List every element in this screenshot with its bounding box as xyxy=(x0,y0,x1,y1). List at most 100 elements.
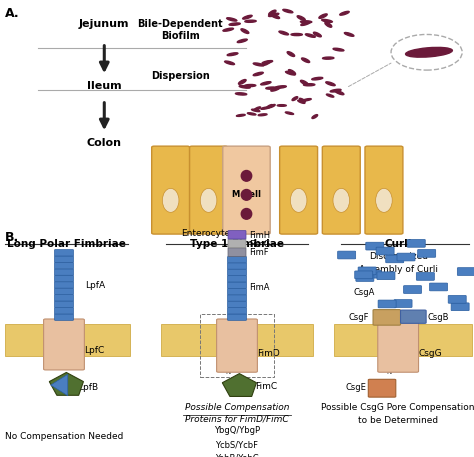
Ellipse shape xyxy=(288,69,295,74)
FancyBboxPatch shape xyxy=(376,247,394,255)
Text: YbgQ/YbgP
YcbS/YcbF
YehB/YehC: YbgQ/YbgP YcbS/YcbF YehB/YehC xyxy=(214,426,260,457)
FancyBboxPatch shape xyxy=(368,379,396,397)
Ellipse shape xyxy=(313,32,321,37)
Ellipse shape xyxy=(292,97,298,101)
Ellipse shape xyxy=(283,9,293,13)
FancyBboxPatch shape xyxy=(55,295,73,301)
Text: CsgA: CsgA xyxy=(353,288,374,297)
FancyBboxPatch shape xyxy=(407,239,425,247)
Ellipse shape xyxy=(227,53,238,56)
Ellipse shape xyxy=(225,61,235,64)
Ellipse shape xyxy=(319,14,327,18)
Ellipse shape xyxy=(303,84,315,86)
Ellipse shape xyxy=(297,16,305,20)
Ellipse shape xyxy=(237,39,247,43)
FancyBboxPatch shape xyxy=(55,288,73,295)
FancyBboxPatch shape xyxy=(228,263,246,269)
FancyBboxPatch shape xyxy=(355,271,373,279)
Ellipse shape xyxy=(335,90,344,95)
Ellipse shape xyxy=(326,82,335,86)
Ellipse shape xyxy=(285,71,295,75)
Text: Bile-Dependent
Biofilm: Bile-Dependent Biofilm xyxy=(137,19,223,41)
FancyBboxPatch shape xyxy=(228,269,246,276)
Text: A.: A. xyxy=(5,7,19,20)
FancyBboxPatch shape xyxy=(228,239,246,248)
Ellipse shape xyxy=(252,109,260,112)
Ellipse shape xyxy=(277,105,286,106)
FancyBboxPatch shape xyxy=(429,283,447,291)
Text: FimH: FimH xyxy=(249,231,271,240)
FancyBboxPatch shape xyxy=(448,296,466,303)
Text: FimF: FimF xyxy=(249,248,269,257)
Ellipse shape xyxy=(241,190,252,200)
Ellipse shape xyxy=(290,188,307,213)
Ellipse shape xyxy=(322,57,334,59)
Text: Proteins for FimD/FimC: Proteins for FimD/FimC xyxy=(185,415,289,424)
Text: CsgF: CsgF xyxy=(348,313,369,322)
Text: N: N xyxy=(225,369,230,375)
Ellipse shape xyxy=(261,107,269,109)
Ellipse shape xyxy=(275,86,286,88)
Text: CsgE: CsgE xyxy=(345,383,366,393)
Ellipse shape xyxy=(241,29,249,33)
Bar xyxy=(5,324,130,356)
FancyBboxPatch shape xyxy=(55,250,73,256)
Ellipse shape xyxy=(266,105,273,108)
FancyBboxPatch shape xyxy=(228,248,246,256)
FancyBboxPatch shape xyxy=(190,146,228,234)
Text: Dispersion: Dispersion xyxy=(151,71,210,81)
Ellipse shape xyxy=(303,99,311,101)
FancyBboxPatch shape xyxy=(217,319,257,372)
Text: N: N xyxy=(386,369,392,375)
Ellipse shape xyxy=(247,113,256,115)
Ellipse shape xyxy=(301,21,312,23)
FancyBboxPatch shape xyxy=(228,231,246,239)
FancyBboxPatch shape xyxy=(228,256,246,263)
FancyBboxPatch shape xyxy=(228,314,246,320)
FancyBboxPatch shape xyxy=(457,268,474,276)
Ellipse shape xyxy=(285,112,293,114)
Ellipse shape xyxy=(269,10,276,15)
Polygon shape xyxy=(51,374,68,396)
Text: Long Polar Fimbriae: Long Polar Fimbriae xyxy=(7,239,126,249)
FancyBboxPatch shape xyxy=(228,308,246,314)
FancyBboxPatch shape xyxy=(322,146,360,234)
Ellipse shape xyxy=(330,89,341,92)
Ellipse shape xyxy=(305,34,315,37)
Ellipse shape xyxy=(236,93,246,95)
Ellipse shape xyxy=(238,80,246,84)
FancyBboxPatch shape xyxy=(378,300,396,308)
Ellipse shape xyxy=(298,100,305,103)
FancyBboxPatch shape xyxy=(55,282,73,288)
Text: Possible Compensation: Possible Compensation xyxy=(185,404,289,412)
FancyBboxPatch shape xyxy=(55,262,73,269)
Text: Disorganized
Assembly of Curli: Disorganized Assembly of Curli xyxy=(359,252,438,274)
Ellipse shape xyxy=(253,72,263,76)
Ellipse shape xyxy=(287,52,295,57)
Text: FimG: FimG xyxy=(249,239,271,249)
Text: CsgB: CsgB xyxy=(428,313,449,322)
Ellipse shape xyxy=(243,15,252,19)
Ellipse shape xyxy=(262,61,273,64)
FancyBboxPatch shape xyxy=(152,146,190,234)
Ellipse shape xyxy=(291,33,302,36)
Ellipse shape xyxy=(229,23,240,25)
Ellipse shape xyxy=(322,19,332,22)
FancyBboxPatch shape xyxy=(418,250,436,257)
Ellipse shape xyxy=(227,18,237,21)
Ellipse shape xyxy=(245,20,256,22)
Ellipse shape xyxy=(271,14,280,19)
FancyBboxPatch shape xyxy=(55,301,73,308)
Ellipse shape xyxy=(301,58,310,63)
Bar xyxy=(334,324,472,356)
Text: Possible CsgG Pore Compensation
to be Determined: Possible CsgG Pore Compensation to be De… xyxy=(321,404,474,425)
Text: No Compensation Needed: No Compensation Needed xyxy=(5,432,123,441)
Text: LpfC: LpfC xyxy=(84,346,104,355)
FancyBboxPatch shape xyxy=(373,310,401,325)
Text: Curli: Curli xyxy=(384,239,412,249)
FancyBboxPatch shape xyxy=(228,288,246,295)
Ellipse shape xyxy=(241,170,252,181)
FancyBboxPatch shape xyxy=(55,308,73,314)
FancyBboxPatch shape xyxy=(356,274,374,282)
FancyBboxPatch shape xyxy=(55,269,73,275)
